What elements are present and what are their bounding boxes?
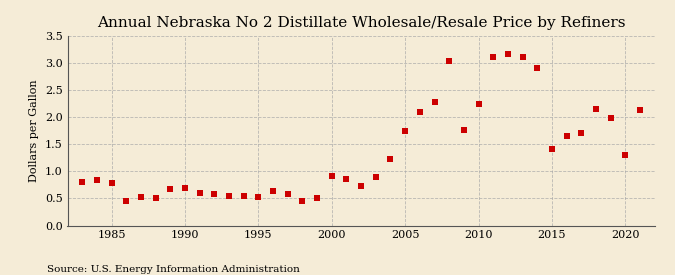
Point [209, 192, 219, 196]
Point [91, 178, 102, 182]
Point [605, 116, 616, 120]
Point [502, 51, 513, 56]
Point [165, 187, 176, 191]
Point [223, 194, 234, 198]
Point [238, 194, 249, 198]
Point [429, 100, 440, 104]
Point [341, 177, 352, 182]
Point [532, 66, 543, 70]
Point [267, 189, 278, 194]
Point [414, 110, 425, 114]
Point [371, 175, 381, 180]
Point [591, 107, 601, 111]
Point [136, 195, 146, 199]
Point [77, 180, 88, 184]
Point [312, 196, 323, 200]
Point [106, 180, 117, 185]
Point [326, 174, 337, 178]
Point [576, 131, 587, 136]
Point [356, 184, 367, 188]
Text: Source: U.S. Energy Information Administration: Source: U.S. Energy Information Administ… [47, 265, 300, 274]
Point [561, 134, 572, 138]
Point [180, 186, 190, 190]
Point [400, 128, 410, 133]
Point [194, 191, 205, 195]
Point [634, 108, 645, 112]
Point [282, 191, 293, 196]
Point [297, 198, 308, 203]
Y-axis label: Dollars per Gallon: Dollars per Gallon [29, 79, 39, 182]
Point [488, 55, 499, 60]
Point [517, 55, 528, 60]
Title: Annual Nebraska No 2 Distillate Wholesale/Resale Price by Refiners: Annual Nebraska No 2 Distillate Wholesal… [97, 16, 625, 31]
Point [620, 153, 630, 157]
Point [547, 146, 558, 151]
Point [253, 195, 264, 199]
Point [385, 157, 396, 161]
Point [443, 59, 454, 63]
Point [121, 198, 132, 203]
Point [473, 101, 484, 106]
Point [458, 127, 469, 132]
Point [150, 196, 161, 200]
